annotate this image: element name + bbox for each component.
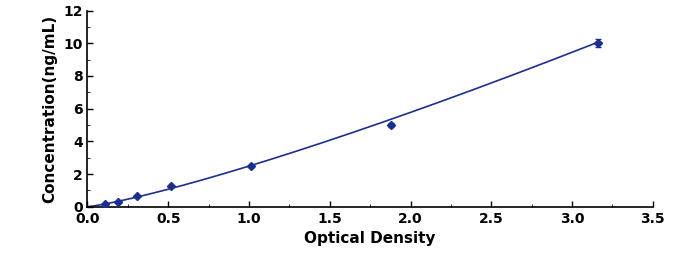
- Y-axis label: Concentration(ng/mL): Concentration(ng/mL): [42, 15, 58, 203]
- X-axis label: Optical Density: Optical Density: [304, 231, 436, 246]
